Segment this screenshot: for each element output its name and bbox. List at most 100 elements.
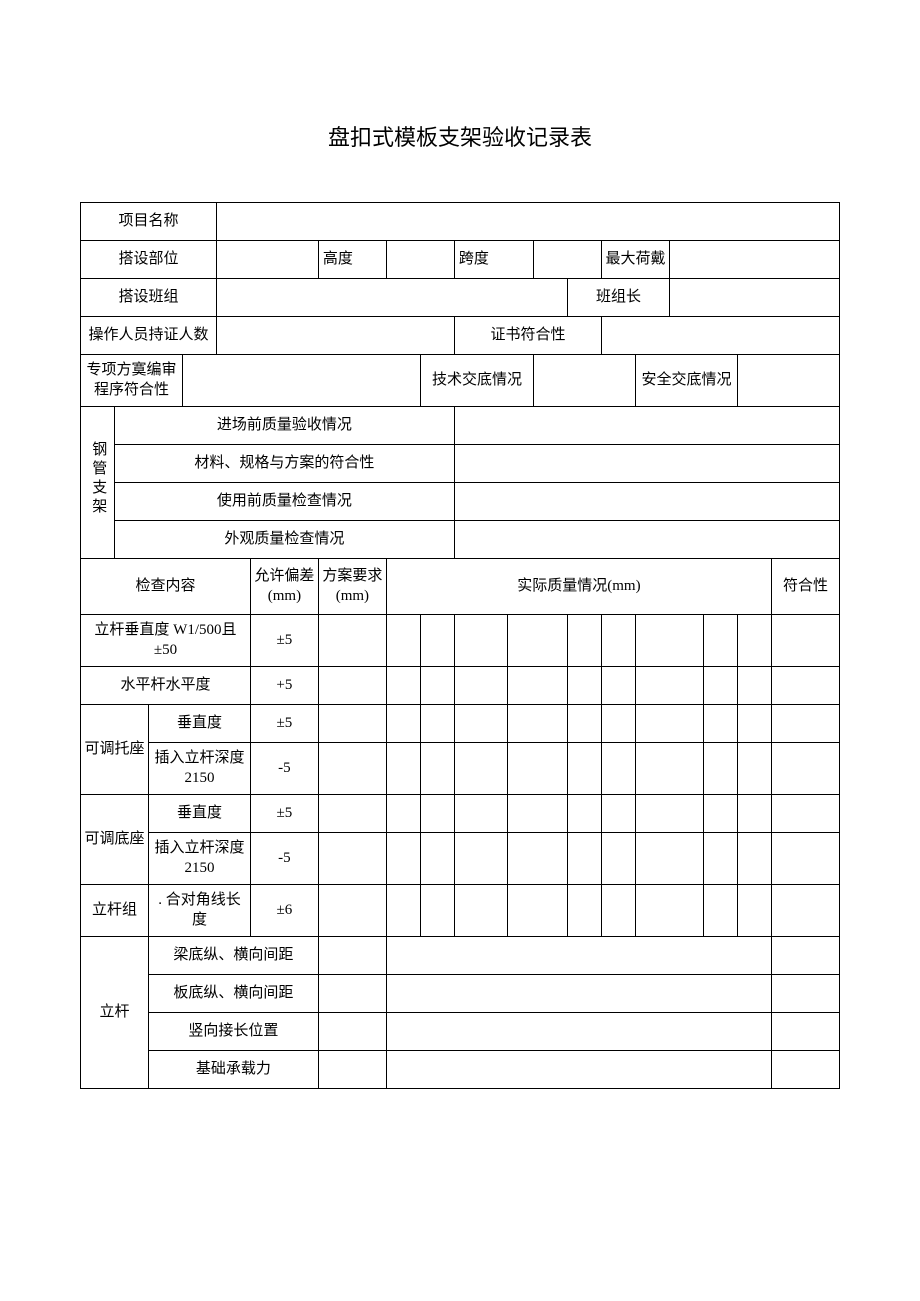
cell <box>636 667 704 705</box>
slab-spacing-label: 板底纵、横向间距 <box>148 975 318 1013</box>
max-load-value <box>670 241 840 279</box>
cell <box>420 667 454 705</box>
pipe-row-2-value <box>454 445 839 483</box>
cell <box>507 795 567 833</box>
verticality-tol-2: ±5 <box>250 795 318 833</box>
cell <box>318 1013 386 1051</box>
span-label: 跨度 <box>454 241 533 279</box>
cell <box>420 833 454 885</box>
cell <box>318 1051 386 1089</box>
pipe-row-3-value <box>454 483 839 521</box>
diagonal-tol: ±6 <box>250 885 318 937</box>
cert-compliance-label: 证书符合性 <box>454 317 601 355</box>
cell <box>386 885 420 937</box>
cell <box>738 743 772 795</box>
cell <box>420 615 454 667</box>
horizontal-bar-tol: +5 <box>250 667 318 705</box>
cell <box>636 743 704 795</box>
cell <box>318 667 386 705</box>
cell <box>318 833 386 885</box>
pole-section-label: 立杆 <box>81 937 149 1089</box>
cell <box>386 795 420 833</box>
pipe-row-4-label: 外观质量检查情况 <box>114 521 454 559</box>
cell <box>602 615 636 667</box>
cell <box>738 667 772 705</box>
cell <box>568 667 602 705</box>
tolerance-header: 允许偏差(mm) <box>250 559 318 615</box>
plan-review-label: 专项方寞编审程序符合性 <box>81 355 183 407</box>
tech-brief-value <box>534 355 636 407</box>
cell <box>568 705 602 743</box>
cell <box>771 743 839 795</box>
cell <box>420 743 454 795</box>
verticality-tol: ±5 <box>250 705 318 743</box>
pipe-section-label: 钢管支架 <box>81 407 115 559</box>
cell <box>318 615 386 667</box>
cell <box>568 743 602 795</box>
beam-spacing-label: 梁底纵、横向间距 <box>148 937 318 975</box>
cell <box>636 615 704 667</box>
vertical-pole-tol: ±5 <box>250 615 318 667</box>
cell <box>318 795 386 833</box>
team-leader-value <box>670 279 840 317</box>
compliance-header: 符合性 <box>771 559 839 615</box>
verticality-label-2: 垂直度 <box>148 795 250 833</box>
cell <box>771 615 839 667</box>
cell <box>771 795 839 833</box>
tech-brief-label: 技术交底情况 <box>420 355 533 407</box>
cell <box>771 833 839 885</box>
cell <box>704 615 738 667</box>
cell <box>602 705 636 743</box>
span-value <box>534 241 602 279</box>
cell <box>704 705 738 743</box>
height-value <box>386 241 454 279</box>
cell <box>454 615 507 667</box>
cell <box>738 795 772 833</box>
cell <box>507 743 567 795</box>
cell <box>386 833 420 885</box>
diagonal-label: . 合对角线长度 <box>148 885 250 937</box>
cell <box>771 937 839 975</box>
cell <box>771 1051 839 1089</box>
cell <box>454 833 507 885</box>
safety-brief-value <box>738 355 840 407</box>
cell <box>738 615 772 667</box>
max-load-label: 最大荷戴 <box>602 241 670 279</box>
cell <box>602 885 636 937</box>
cell <box>454 743 507 795</box>
cell <box>771 667 839 705</box>
plan-review-value <box>182 355 420 407</box>
cell <box>420 885 454 937</box>
cell <box>454 667 507 705</box>
vert-joint-label: 竖向接长位置 <box>148 1013 318 1051</box>
insert-depth-tol: -5 <box>250 743 318 795</box>
cell <box>738 885 772 937</box>
setup-part-label: 搭设部位 <box>81 241 217 279</box>
cell <box>507 615 567 667</box>
cell <box>507 667 567 705</box>
cell <box>454 705 507 743</box>
cell <box>771 705 839 743</box>
pipe-row-4-value <box>454 521 839 559</box>
cell <box>318 975 386 1013</box>
cell <box>386 667 420 705</box>
cell <box>386 937 771 975</box>
team-leader-label: 班组长 <box>568 279 670 317</box>
inspection-table: 项目名称 搭设部位 高度 跨度 最大荷戴 搭设班组 班组长 操作人员持证人数 证… <box>80 202 840 1089</box>
cell <box>771 1013 839 1051</box>
cell <box>386 743 420 795</box>
cell <box>704 885 738 937</box>
cell <box>636 705 704 743</box>
cell <box>386 705 420 743</box>
cert-compliance-value <box>602 317 840 355</box>
cell <box>568 833 602 885</box>
pipe-row-1-label: 进场前质量验收情况 <box>114 407 454 445</box>
cell <box>602 743 636 795</box>
page-title: 盘扣式模板支架验收记录表 <box>80 120 840 152</box>
pipe-row-2-label: 材料、规格与方案的符合性 <box>114 445 454 483</box>
cell <box>704 667 738 705</box>
cell <box>771 975 839 1013</box>
cell <box>771 885 839 937</box>
cell <box>454 885 507 937</box>
cell <box>602 667 636 705</box>
